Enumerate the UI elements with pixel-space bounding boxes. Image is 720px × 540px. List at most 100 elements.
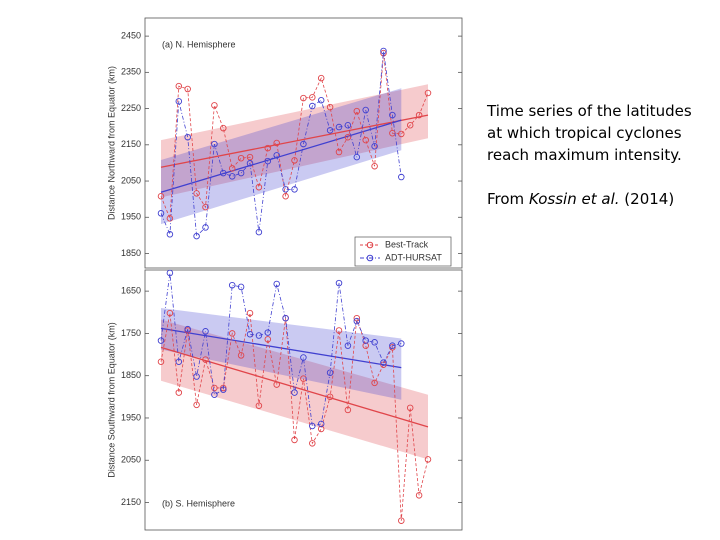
marker [193, 190, 200, 197]
marker [300, 354, 307, 361]
caption-block: Time series of the latitudes at which tr… [487, 100, 707, 210]
marker [326, 369, 334, 376]
marker [211, 384, 218, 392]
marker [175, 98, 183, 105]
caption: Time series of the latitudes at which tr… [487, 102, 692, 164]
marker [362, 342, 369, 349]
marker [317, 74, 325, 82]
marker [335, 123, 343, 131]
marker [255, 183, 263, 191]
marker [273, 139, 280, 147]
marker [166, 231, 174, 238]
marker [389, 344, 396, 351]
marker [166, 269, 174, 277]
y-tick-label: 2150 [121, 139, 141, 149]
marker [264, 157, 272, 165]
source-authors: Kossin et al. [528, 190, 620, 208]
marker [398, 517, 405, 524]
marker [282, 193, 289, 200]
marker [362, 337, 369, 344]
marker [228, 281, 236, 289]
marker [255, 402, 263, 409]
marker [344, 121, 352, 129]
marker [228, 330, 236, 337]
marker [255, 332, 263, 339]
marker [211, 140, 218, 148]
marker [380, 47, 387, 55]
marker [406, 404, 414, 412]
marker [166, 215, 174, 222]
marker [291, 436, 298, 444]
marker [220, 169, 227, 177]
marker [371, 339, 378, 346]
marker [184, 133, 191, 141]
marker [344, 133, 352, 141]
y-tick-label: 1650 [121, 286, 141, 296]
marker [246, 160, 254, 167]
marker [389, 342, 396, 349]
marker [237, 154, 245, 162]
marker [317, 425, 325, 433]
y-tick-label: 1950 [121, 412, 141, 422]
marker [380, 359, 387, 366]
source: From Kossin et al. (2014) [487, 188, 707, 210]
marker [309, 102, 316, 110]
marker [398, 130, 405, 138]
marker [184, 325, 191, 333]
legend-box [354, 236, 452, 267]
marker [166, 309, 174, 317]
marker [228, 173, 236, 180]
marker [220, 124, 227, 132]
marker [371, 379, 378, 387]
marker [424, 89, 432, 97]
marker [202, 224, 209, 231]
marker [309, 422, 316, 430]
marker [211, 102, 218, 109]
marker [237, 352, 245, 359]
marker [300, 140, 307, 148]
marker [228, 165, 236, 172]
marker [264, 329, 272, 336]
marker [273, 152, 280, 159]
marker [362, 136, 369, 144]
marker [220, 386, 227, 393]
y-axis-label: Distance Southward from Equator (km) [106, 322, 116, 478]
marker [202, 328, 209, 335]
marker [335, 148, 343, 156]
y-tick-label: 2050 [121, 175, 141, 185]
y-axis-label: Distance Northward from Equator (km) [106, 66, 116, 220]
marker [326, 103, 334, 111]
y-tick-label: 1950 [121, 212, 141, 222]
y-tick-label: 2150 [121, 497, 141, 507]
marker [362, 106, 369, 114]
marker [273, 280, 280, 288]
marker [184, 85, 191, 93]
marker [282, 314, 289, 322]
trend-line [160, 327, 402, 369]
marker [335, 279, 343, 287]
legend-marker [366, 241, 374, 249]
marker [371, 162, 378, 170]
marker [309, 94, 316, 101]
marker [157, 193, 165, 200]
panel-label: (b) S. Hemisphere [162, 498, 235, 508]
y-tick-label: 1750 [121, 328, 141, 338]
source-year: (2014) [624, 190, 675, 208]
marker [157, 210, 165, 217]
marker [175, 389, 183, 396]
marker [175, 82, 183, 90]
legend-label: Best-Track [385, 239, 429, 249]
marker [202, 203, 209, 211]
legend-marker [366, 254, 374, 262]
marker [193, 401, 200, 409]
marker [344, 342, 352, 349]
marker [317, 96, 325, 104]
trend-line [160, 119, 402, 193]
marker [291, 186, 298, 193]
marker [282, 186, 289, 193]
marker [157, 337, 165, 344]
marker [273, 381, 280, 388]
marker [157, 358, 165, 365]
marker [353, 153, 361, 161]
